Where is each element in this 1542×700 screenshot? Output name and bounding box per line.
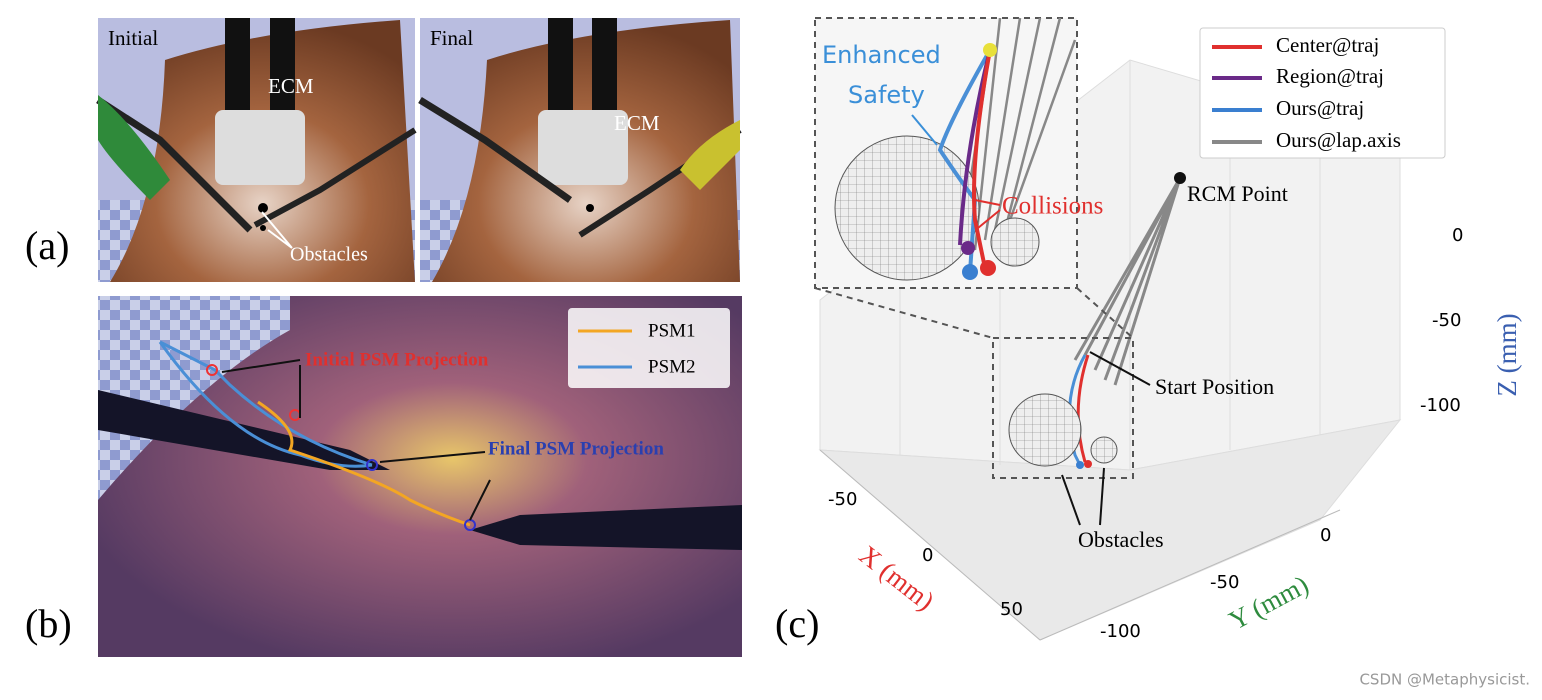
z-tick-label: -100	[1420, 395, 1461, 416]
legend-label: Ours@traj	[1276, 96, 1364, 120]
y-tick-label: -50	[1210, 572, 1239, 593]
3d-axes	[818, 59, 1402, 641]
x-tick-label: 50	[1000, 599, 1023, 620]
image-initial	[96, 18, 417, 282]
y-tick-label: -100	[1100, 621, 1141, 642]
x-tick-label: -50	[828, 489, 857, 510]
panel-label: (c)	[775, 601, 819, 646]
image-title: Final	[430, 26, 473, 50]
image-final	[418, 18, 742, 282]
annotation: Collisions	[1002, 193, 1103, 220]
ecm-label: ECM	[268, 74, 314, 98]
legend-label: Center@traj	[1276, 33, 1379, 57]
z-tick-label: -50	[1432, 310, 1461, 331]
legend	[1199, 27, 1446, 159]
annotation: Initial PSM Projection	[305, 349, 489, 370]
annotation: Obstacles	[1078, 527, 1164, 552]
legend-label: PSM2	[648, 356, 696, 377]
panel-label: (a)	[25, 223, 69, 268]
arrow	[261, 211, 293, 249]
annotation: Final PSM Projection	[488, 438, 664, 459]
legend-label: Ours@lap.axis	[1276, 128, 1401, 152]
x-tick-label: 0	[922, 545, 933, 566]
obstacles-label: Obstacles	[290, 244, 368, 266]
z-tick-label: 0	[1452, 225, 1463, 246]
panel-label: (b)	[25, 601, 72, 646]
y-tick-label: 0	[1320, 525, 1331, 546]
annotation: Enhanced	[822, 41, 941, 69]
watermark: CSDN @Metaphysicist.	[1359, 671, 1530, 689]
trajectories	[814, 17, 1186, 526]
legend-label: Region@traj	[1276, 64, 1384, 88]
ecm-label: ECM	[614, 111, 660, 135]
legend	[568, 308, 730, 388]
z-axis-label: Z (mm)	[1492, 313, 1522, 396]
annotation: Start Position	[1155, 374, 1274, 399]
annotation: RCM Point	[1187, 181, 1288, 206]
legend-label: PSM1	[648, 320, 696, 341]
annotation: Safety	[848, 81, 925, 109]
image-title: Initial	[108, 26, 158, 50]
